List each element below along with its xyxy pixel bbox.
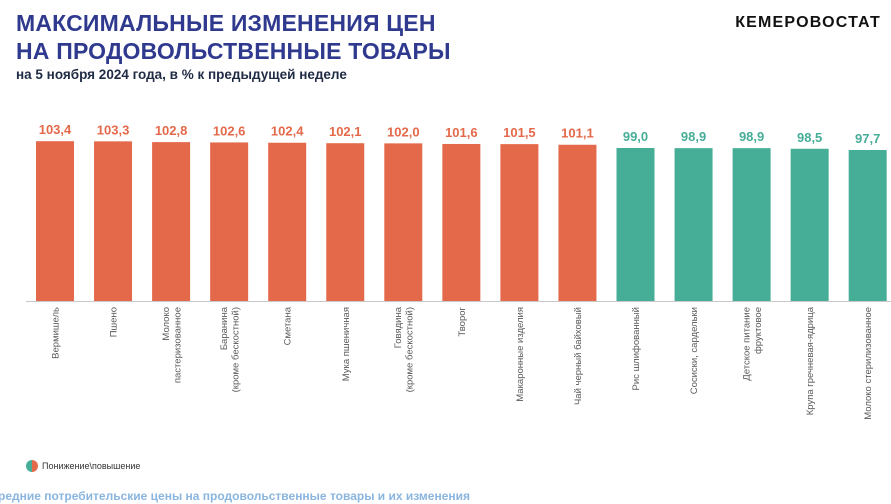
svg-text:Говядина(кроме бескостной): Говядина(кроме бескостной) [393,306,416,392]
tick-label: Говядина(кроме бескостной) [393,306,416,392]
data-label: 102,4 [271,124,304,139]
bar [790,148,829,301]
svg-text:Молоко стерилизованное: Молоко стерилизованное [863,307,874,420]
bar [442,143,481,301]
bar-chart: 103,4 Вермишель 103,3 Пшено 102,8 Молокопасте… [26,122,891,420]
data-label: 103,3 [97,122,130,137]
tick-label: Молоко стерилизованное [863,307,874,420]
svg-text:Творог: Творог [457,306,468,336]
svg-text:Вермишель: Вермишель [51,307,62,359]
data-label: 101,5 [503,125,536,140]
bar [558,144,597,301]
tick-label: Пшено [109,307,120,337]
tick-label: Чай черный байховый [573,307,584,405]
svg-text:Пшено: Пшено [109,307,120,337]
bar [848,150,887,301]
tick-label: Рис шлифованный [631,307,642,390]
data-label: 99,0 [623,129,648,144]
bar [326,143,365,301]
svg-text:Мука пшеничная: Мука пшеничная [341,307,352,381]
brand-logo-text: КЕМЕРОВОСТАТ [735,14,881,31]
footer-caption: редние потребительские цены на продоволь… [0,489,471,503]
legend-label: Понижение\повышение [42,461,141,471]
svg-text:Сметана: Сметана [283,306,294,345]
bar [152,142,191,301]
bar [732,148,771,301]
chart-subtitle: на 5 ноября 2024 года, в % к предыдущей … [16,67,347,82]
svg-text:Молокопастеризованное: Молокопастеризованное [161,307,184,383]
title-line-2: НА ПРОДОВОЛЬСТВЕННЫЕ ТОВАРЫ [16,38,451,64]
svg-text:Детское питаниефруктовое: Детское питаниефруктовое [741,307,764,381]
legend-swatch-icon [26,460,38,472]
tick-label: Молокопастеризованное [161,307,184,383]
tick-label: Баранина(кроме бескостной) [219,306,242,392]
data-label: 102,8 [155,123,188,138]
data-label: 102,1 [329,124,362,139]
data-label: 98,5 [797,130,822,145]
bar [94,141,133,301]
data-label: 97,7 [855,131,880,146]
tick-label: Сосиски, сардельки [689,307,700,394]
tick-label: Сметана [283,306,294,345]
legend: Понижение\повышение [26,460,140,472]
svg-text:Крупа гречневая-ядрица: Крупа гречневая-ядрица [805,306,816,415]
bar [36,141,74,301]
data-label: 102,0 [387,124,420,139]
data-label: 102,6 [213,123,246,138]
svg-text:Чай черный байховый: Чай черный байховый [573,307,584,405]
tick-label: Мука пшеничная [341,307,352,381]
bar [268,142,307,301]
chart-title: МАКСИМАЛЬНЫЕ ИЗМЕНЕНИЯ ЦЕН НА ПРОДОВОЛЬС… [16,9,451,65]
data-label: 98,9 [681,129,706,144]
data-label: 103,4 [39,122,72,137]
bar [500,144,539,301]
data-label: 101,6 [445,125,478,140]
svg-text:Баранина(кроме бескостной): Баранина(кроме бескостной) [219,306,242,392]
tick-label: Крупа гречневая-ядрица [805,306,816,415]
tick-label: Детское питаниефруктовое [741,307,764,381]
bar [616,147,655,301]
title-line-1: МАКСИМАЛЬНЫЕ ИЗМЕНЕНИЯ ЦЕН [16,10,436,36]
tick-label: Вермишель [51,307,62,359]
data-label: 98,9 [739,129,764,144]
tick-label: Макаронные изделия [515,307,526,402]
bar [384,143,423,301]
svg-text:Сосиски, сардельки: Сосиски, сардельки [689,307,700,394]
svg-text:Рис шлифованный: Рис шлифованный [631,307,642,390]
tick-label: Творог [457,306,468,336]
bar [674,148,713,301]
data-label: 101,1 [561,126,594,141]
bar [210,142,249,301]
svg-text:Макаронные изделия: Макаронные изделия [515,307,526,402]
